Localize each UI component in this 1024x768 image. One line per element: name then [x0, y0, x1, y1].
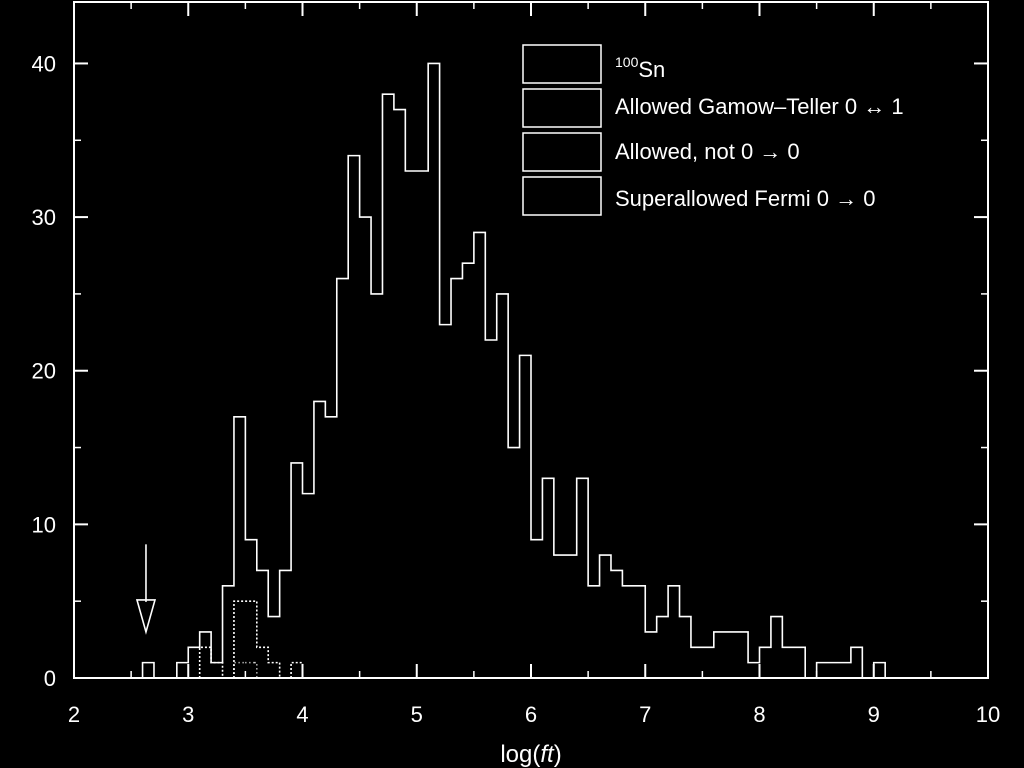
x-tick-label: 3	[182, 702, 194, 727]
legend-swatch-sn100	[522, 44, 602, 84]
x-tick-label: 9	[868, 702, 880, 727]
legend-label-sn100-symbol: Sn	[638, 57, 665, 82]
annotation-layer	[135, 544, 157, 635]
y-tick-label: 10	[32, 512, 56, 537]
x-tick-label: 8	[753, 702, 765, 727]
y-tick-label: 40	[32, 51, 56, 76]
x-axis-label: log(ft)	[500, 741, 561, 768]
x-tick-label: 6	[525, 702, 537, 727]
legend-swatch-gamow-teller	[522, 88, 602, 128]
x-tick-label: 10	[976, 702, 1000, 727]
histogram-series	[141, 62, 886, 679]
y-tick-label: 0	[44, 666, 56, 691]
x-axis-label-italic: ft	[540, 741, 555, 768]
legend-label-superallowed: Superallowed Fermi 0 → 0	[615, 186, 875, 211]
legend-label-gamow-teller: Allowed Gamow–Teller 0 ↔ 1	[615, 94, 904, 119]
legend: 100Sn Allowed Gamow–Teller 0 ↔ 1 Allowed…	[522, 44, 904, 216]
y-tick-label: 20	[32, 359, 56, 384]
legend-label-sn100: 100Sn	[615, 54, 665, 82]
x-axis-label-suffix: )	[554, 741, 562, 768]
x-axis-label-prefix: log(	[500, 741, 540, 768]
legend-swatch-allowed	[522, 132, 602, 172]
legend-label-sn100-mass: 100	[615, 54, 639, 70]
x-tick-label: 4	[296, 702, 308, 727]
histogram-series-1	[141, 62, 886, 679]
annotation-arrow-head	[135, 599, 157, 635]
x-tick-label: 7	[639, 702, 651, 727]
x-tick-label: 2	[68, 702, 80, 727]
histogram-series-2	[198, 600, 304, 678]
legend-swatch-superallowed	[522, 176, 602, 216]
x-tick-label: 5	[411, 702, 423, 727]
y-tick-label: 30	[32, 205, 56, 230]
legend-label-allowed: Allowed, not 0 → 0	[615, 139, 800, 164]
